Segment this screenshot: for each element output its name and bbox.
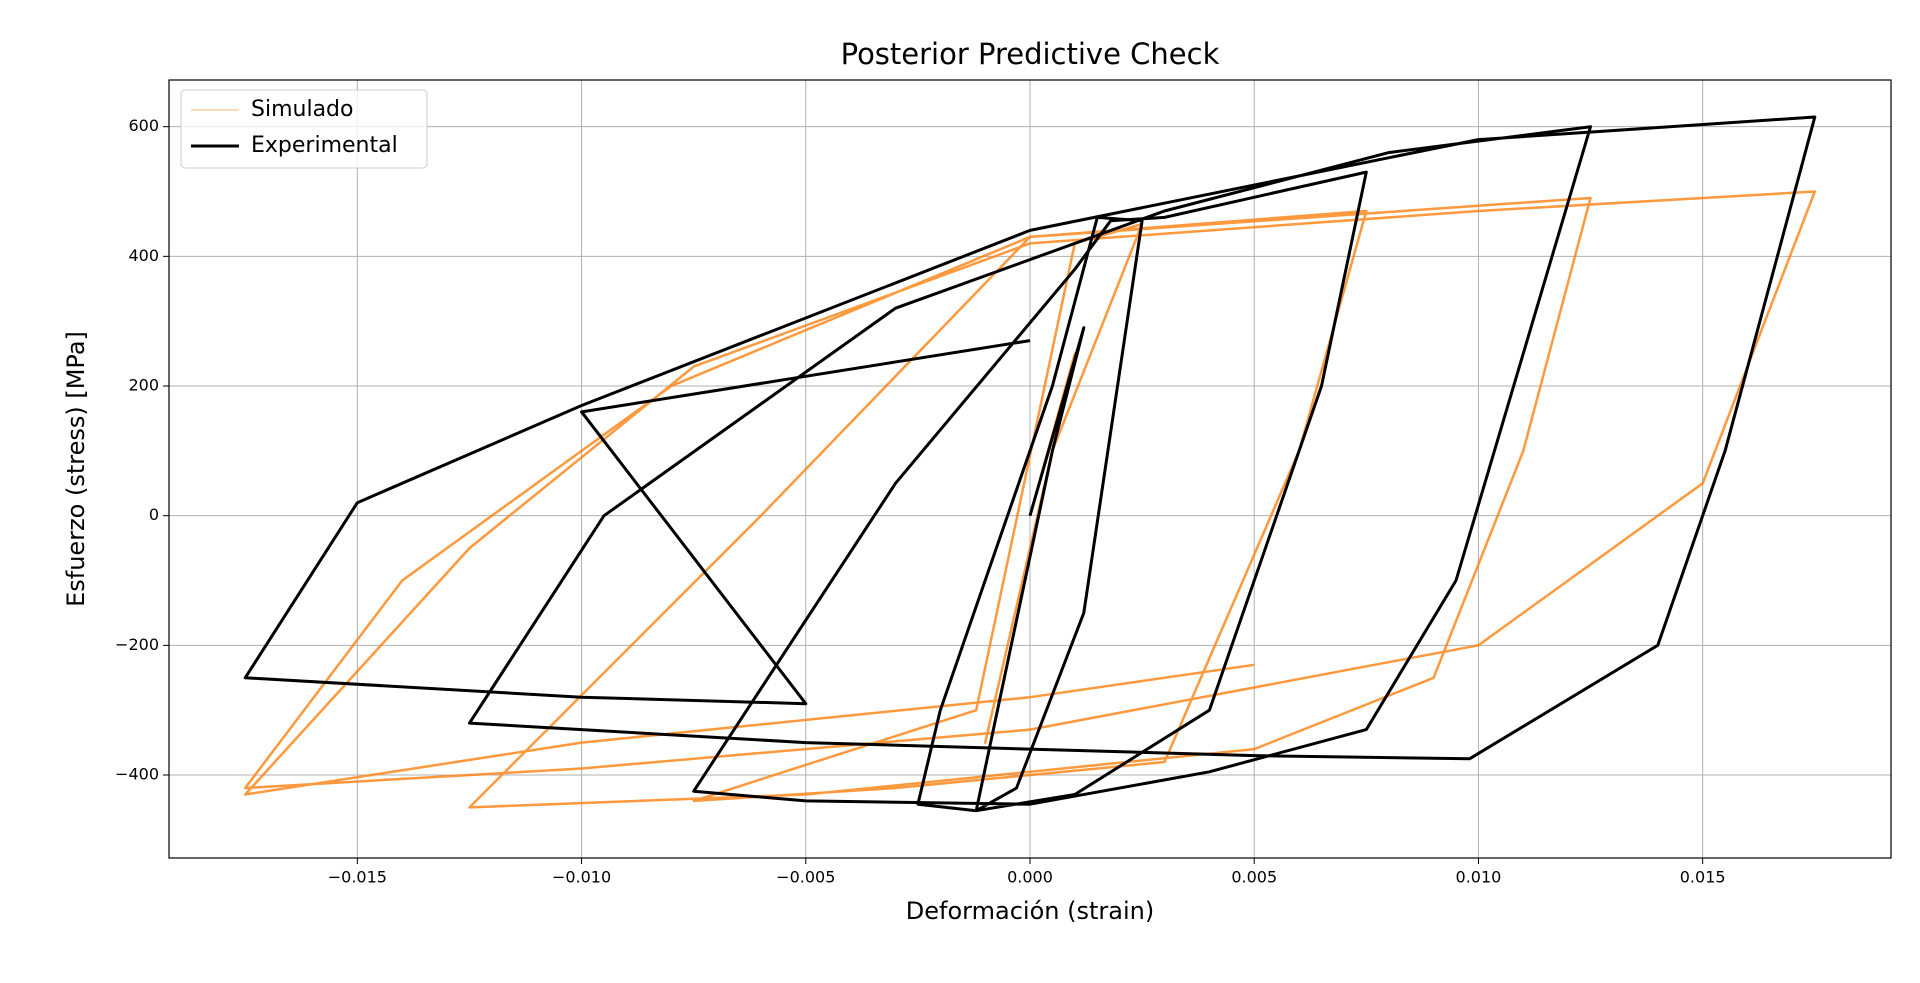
y-tick-label: 400: [128, 246, 159, 265]
legend-label: Simulado: [251, 97, 353, 122]
x-tick-label: −0.010: [552, 868, 611, 887]
x-tick-label: 0.015: [1680, 868, 1726, 887]
chart-title: Posterior Predictive Check: [841, 37, 1220, 71]
x-tick-label: −0.015: [328, 868, 387, 887]
legend-box: [180, 89, 428, 169]
y-tick-label: −400: [115, 765, 159, 784]
x-tick-label: 0.005: [1231, 868, 1277, 887]
x-tick-label: −0.005: [776, 868, 835, 887]
y-tick-label: 0: [149, 505, 159, 524]
y-axis-label: Esfuerzo (stress) [MPa]: [62, 331, 90, 607]
y-tick-label: 600: [128, 116, 159, 135]
series-line: [243, 190, 1817, 809]
series-line: [243, 115, 1817, 813]
y-tick-label: −200: [115, 635, 159, 654]
x-tick-label: 0.000: [1007, 868, 1053, 887]
plot-frame: [168, 79, 1892, 859]
x-tick-label: 0.010: [1456, 868, 1502, 887]
legend-label: Experimental: [251, 133, 398, 158]
x-axis-label: Deformación (strain): [906, 897, 1154, 925]
y-tick-label: 200: [128, 376, 159, 395]
